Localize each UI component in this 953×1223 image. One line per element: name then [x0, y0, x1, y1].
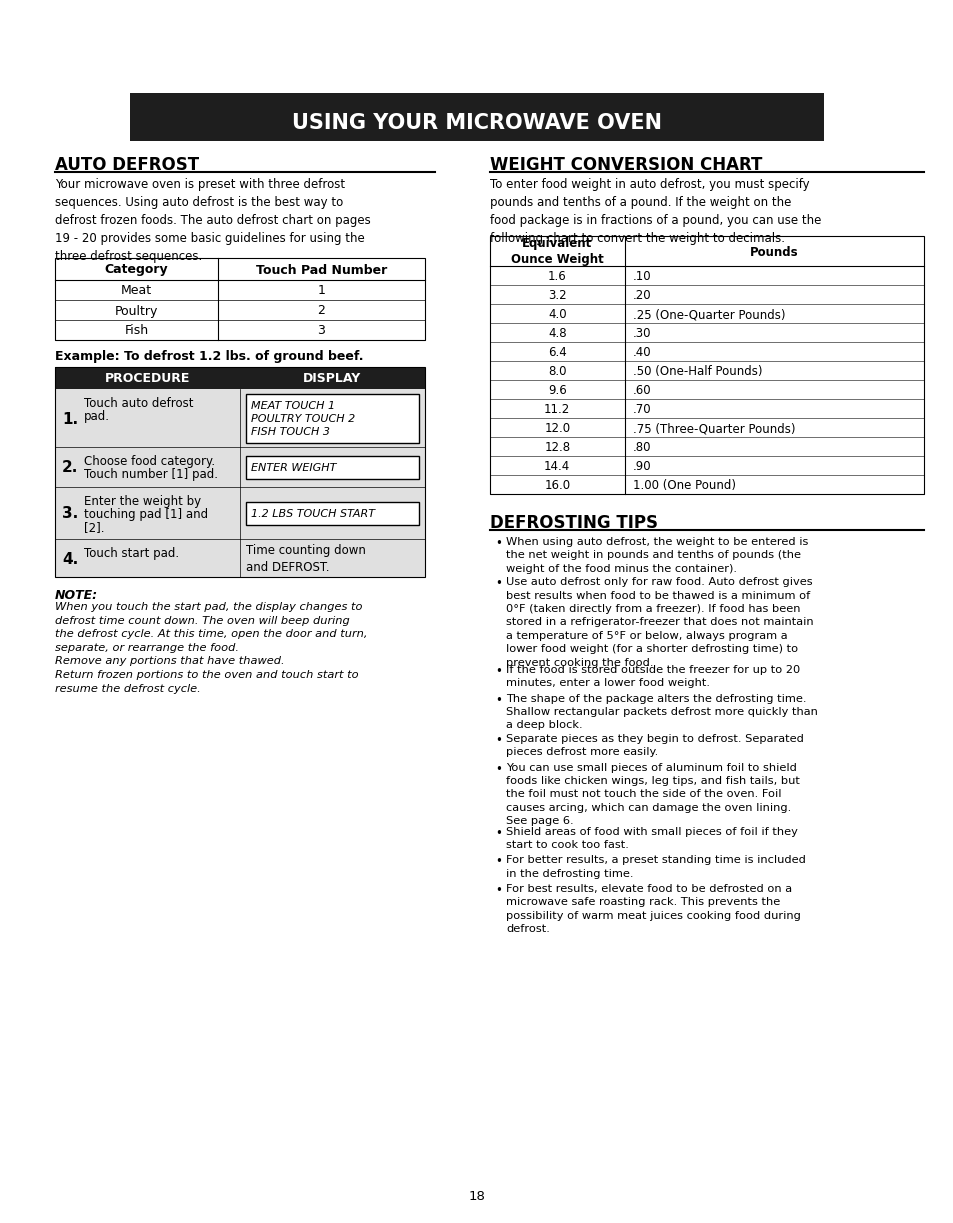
Text: 8.0: 8.0: [547, 364, 566, 378]
Text: .40: .40: [632, 346, 651, 360]
Text: Example: To defrost 1.2 lbs. of ground beef.: Example: To defrost 1.2 lbs. of ground b…: [55, 350, 363, 363]
Text: 1.: 1.: [62, 411, 78, 427]
Text: [2].: [2].: [84, 521, 105, 534]
Text: AUTO DEFROST: AUTO DEFROST: [55, 157, 199, 174]
Text: 3.2: 3.2: [547, 289, 566, 302]
Text: When you touch the start pad, the display changes to
defrost time count down. Th: When you touch the start pad, the displa…: [55, 602, 367, 693]
Text: The shape of the package alters the defrosting time.
Shallow rectangular packets: The shape of the package alters the defr…: [505, 693, 817, 730]
Bar: [490, 236, 923, 494]
Text: 4.0: 4.0: [547, 308, 566, 320]
Text: USING YOUR MICROWAVE OVEN: USING YOUR MICROWAVE OVEN: [292, 113, 661, 133]
Text: 18: 18: [468, 1190, 485, 1203]
Text: Your microwave oven is preset with three defrost
sequences. Using auto defrost i: Your microwave oven is preset with three…: [55, 179, 371, 263]
Text: Category: Category: [105, 263, 168, 276]
Text: 9.6: 9.6: [547, 384, 566, 397]
Text: Meat: Meat: [121, 285, 152, 297]
Text: •: •: [495, 693, 501, 707]
Text: MEAT TOUCH 1
POULTRY TOUCH 2
FISH TOUCH 3: MEAT TOUCH 1 POULTRY TOUCH 2 FISH TOUCH …: [251, 401, 355, 437]
Text: 1.6: 1.6: [547, 270, 566, 283]
Text: .75 (Three-Quarter Pounds): .75 (Three-Quarter Pounds): [632, 422, 794, 435]
Text: .25 (One-Quarter Pounds): .25 (One-Quarter Pounds): [632, 308, 784, 320]
Text: .30: .30: [632, 327, 650, 340]
Text: Touch number [1] pad.: Touch number [1] pad.: [84, 468, 218, 481]
Bar: [55, 258, 424, 340]
Text: For better results, a preset standing time is included
in the defrosting time.: For better results, a preset standing ti…: [505, 855, 805, 878]
Bar: [246, 394, 418, 443]
Text: .80: .80: [632, 442, 650, 454]
Text: Separate pieces as they begin to defrost. Separated
pieces defrost more easily.: Separate pieces as they begin to defrost…: [505, 734, 803, 757]
Text: 11.2: 11.2: [543, 404, 570, 416]
Bar: [55, 367, 424, 389]
Text: 4.: 4.: [62, 552, 78, 566]
Text: 14.4: 14.4: [543, 460, 570, 473]
Text: To enter food weight in auto defrost, you must specify
pounds and tenths of a po: To enter food weight in auto defrost, yo…: [490, 179, 821, 245]
Text: .60: .60: [632, 384, 651, 397]
Text: .90: .90: [632, 460, 651, 473]
Text: pad.: pad.: [84, 410, 110, 423]
Text: DISPLAY: DISPLAY: [303, 373, 361, 385]
Text: •: •: [495, 855, 501, 868]
Text: ENTER WEIGHT: ENTER WEIGHT: [251, 464, 336, 473]
Text: •: •: [495, 763, 501, 775]
Text: Fish: Fish: [124, 324, 149, 338]
Text: 3: 3: [317, 324, 325, 338]
Text: touching pad [1] and: touching pad [1] and: [84, 508, 208, 521]
Bar: [246, 455, 418, 478]
Text: Poultry: Poultry: [114, 305, 158, 318]
Text: 12.0: 12.0: [543, 422, 570, 435]
Text: .20: .20: [632, 289, 651, 302]
Bar: [130, 93, 823, 141]
Text: PROCEDURE: PROCEDURE: [105, 373, 190, 385]
Text: Touch auto defrost: Touch auto defrost: [84, 397, 193, 410]
Text: •: •: [495, 537, 501, 550]
Text: DEFROSTING TIPS: DEFROSTING TIPS: [490, 514, 658, 532]
Text: .50 (One-Half Pounds): .50 (One-Half Pounds): [632, 364, 761, 378]
Text: 6.4: 6.4: [547, 346, 566, 360]
Text: NOTE:: NOTE:: [55, 589, 98, 602]
Text: You can use small pieces of aluminum foil to shield
foods like chicken wings, le: You can use small pieces of aluminum foi…: [505, 763, 799, 826]
Text: Touch Pad Number: Touch Pad Number: [255, 263, 387, 276]
Text: 1.2 LBS TOUCH START: 1.2 LBS TOUCH START: [251, 509, 375, 519]
Text: Equivalent
Ounce Weight: Equivalent Ounce Weight: [511, 237, 603, 267]
Text: •: •: [495, 734, 501, 747]
Bar: [55, 389, 424, 577]
Text: 1: 1: [317, 285, 325, 297]
Text: Use auto defrost only for raw food. Auto defrost gives
best results when food to: Use auto defrost only for raw food. Auto…: [505, 577, 813, 668]
Text: •: •: [495, 577, 501, 591]
Text: 12.8: 12.8: [543, 442, 570, 454]
Text: Choose food category.: Choose food category.: [84, 455, 214, 468]
Text: Touch start pad.: Touch start pad.: [84, 547, 179, 560]
Text: .70: .70: [632, 404, 651, 416]
Text: 2.: 2.: [62, 461, 78, 476]
Text: .10: .10: [632, 270, 651, 283]
Text: 16.0: 16.0: [543, 479, 570, 492]
Text: Pounds: Pounds: [749, 246, 798, 258]
Text: Time counting down
and DEFROST.: Time counting down and DEFROST.: [246, 544, 366, 574]
Bar: [55, 367, 424, 577]
Text: •: •: [495, 665, 501, 678]
Text: WEIGHT CONVERSION CHART: WEIGHT CONVERSION CHART: [490, 157, 761, 174]
Bar: [246, 501, 418, 525]
Text: 4.8: 4.8: [547, 327, 566, 340]
Text: When using auto defrost, the weight to be entered is
the net weight in pounds an: When using auto defrost, the weight to b…: [505, 537, 807, 574]
Text: Shield areas of food with small pieces of foil if they
start to cook too fast.: Shield areas of food with small pieces o…: [505, 827, 797, 850]
Text: If the food is stored outside the freezer for up to 20
minutes, enter a lower fo: If the food is stored outside the freeze…: [505, 665, 800, 689]
Text: •: •: [495, 827, 501, 840]
Text: 2: 2: [317, 305, 325, 318]
Text: 1.00 (One Pound): 1.00 (One Pound): [632, 479, 735, 492]
Text: 3.: 3.: [62, 506, 78, 521]
Text: •: •: [495, 884, 501, 896]
Text: For best results, elevate food to be defrosted on a
microwave safe roasting rack: For best results, elevate food to be def…: [505, 884, 800, 934]
Text: Enter the weight by: Enter the weight by: [84, 495, 201, 508]
